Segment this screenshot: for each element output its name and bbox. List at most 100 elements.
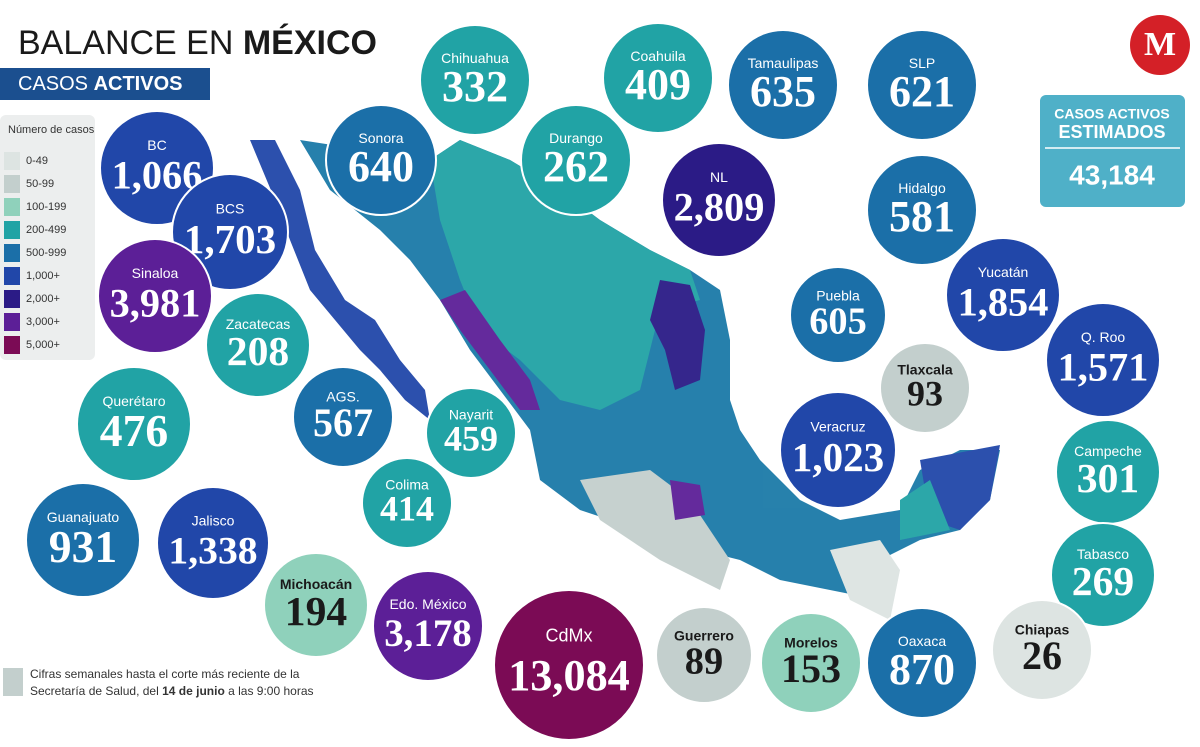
legend-swatch — [4, 290, 20, 308]
state-bubble — [727, 29, 839, 141]
state-bubble — [991, 599, 1093, 701]
state-bubble — [25, 482, 141, 598]
legend-label: 0-49 — [26, 155, 48, 167]
state-name: Hidalgo — [898, 180, 946, 196]
footnote-date: 14 de junio — [162, 684, 225, 698]
state-bubble — [866, 154, 978, 266]
footnote-line2: Secretaría de Salud, del 14 de junio a l… — [30, 684, 314, 698]
state-value: 581 — [889, 192, 955, 241]
legend-label: 100-199 — [26, 201, 66, 213]
nuevo-leon — [650, 280, 705, 390]
state-bubble — [263, 552, 369, 658]
state-value: 414 — [380, 488, 434, 528]
campeche-region — [900, 480, 950, 540]
state-name: Zacatecas — [226, 316, 291, 332]
state-bubble — [661, 142, 777, 258]
state-name: Colima — [385, 477, 429, 493]
state-name: SLP — [909, 55, 935, 71]
state-bubble — [655, 606, 753, 704]
state-value: 1,023 — [792, 434, 884, 480]
baja-peninsula — [250, 140, 430, 420]
state-bubble — [156, 486, 270, 600]
state-bubble — [419, 24, 531, 136]
state-bubble — [879, 342, 971, 434]
state-bubble — [325, 104, 437, 216]
state-bubble — [97, 238, 213, 354]
state-name: BC — [147, 137, 166, 153]
legend-label: 5,000+ — [26, 339, 60, 351]
state-value: 605 — [809, 300, 867, 342]
state-value: 89 — [685, 640, 723, 682]
state-name: Tamaulipas — [748, 55, 819, 71]
state-name: Guanajuato — [47, 509, 120, 525]
footnote-line1: Cifras semanales hasta el corte más reci… — [30, 667, 300, 681]
state-bubble — [779, 391, 897, 509]
state-value: 931 — [49, 521, 117, 572]
legend-swatch — [4, 336, 20, 354]
state-value: 1,854 — [958, 280, 1049, 325]
state-value: 567 — [313, 400, 373, 445]
chiapas-region — [830, 540, 900, 620]
state-bubble — [866, 607, 978, 719]
state-name: Q. Roo — [1081, 329, 1126, 345]
legend-swatch — [4, 267, 20, 285]
legend-label: 3,000+ — [26, 316, 60, 328]
central-region — [580, 470, 730, 590]
state-bubble — [602, 22, 714, 134]
state-value: 3,178 — [384, 612, 472, 655]
state-name: Tabasco — [1077, 546, 1129, 562]
legend-swatch — [4, 221, 20, 239]
state-name: Jalisco — [192, 512, 235, 528]
state-name: Edo. México — [389, 596, 466, 612]
total-line1: CASOS ACTIVOS — [1054, 106, 1169, 122]
state-bubble — [945, 237, 1061, 353]
state-value: 621 — [889, 67, 955, 116]
state-value: 1,338 — [168, 528, 257, 572]
legend-box — [0, 115, 95, 360]
state-value: 262 — [543, 142, 609, 191]
state-name: Chiapas — [1015, 622, 1070, 638]
state-bubble — [1045, 302, 1161, 418]
state-bubble — [361, 457, 453, 549]
state-name: Nayarit — [449, 407, 493, 423]
total-value: 43,184 — [1069, 159, 1155, 190]
legend: 0-49 50-99 100-199 200-499 500-999 1,000+ 2,00… — [4, 152, 66, 354]
footnote-marker — [3, 668, 23, 696]
logo — [1130, 15, 1190, 75]
state-name: Morelos — [784, 635, 838, 651]
state-value: 635 — [750, 67, 816, 116]
state-name: Chihuahua — [441, 50, 509, 66]
state-value: 2,809 — [674, 185, 765, 230]
legend-label: 2,000+ — [26, 293, 60, 305]
logo-letter: M — [1144, 26, 1176, 63]
state-value: 476 — [100, 405, 168, 456]
state-bubble — [520, 104, 632, 216]
subtitle-light: CASOS — [18, 73, 94, 95]
legend-label: 500-999 — [26, 247, 66, 259]
legend-swatch — [4, 244, 20, 262]
state-value: 13,084 — [508, 651, 630, 700]
subtitle: CASOS ACTIVOS — [18, 73, 182, 95]
state-bubble — [372, 570, 484, 682]
state-bubble — [76, 366, 192, 482]
sinaloa — [440, 290, 540, 410]
state-value: 1,066 — [112, 153, 203, 198]
state-bubble — [205, 292, 311, 398]
state-name: Sonora — [358, 130, 403, 146]
state-name: Michoacán — [280, 576, 352, 592]
map — [250, 140, 1000, 620]
footnote-b: a las 9:00 horas — [225, 684, 314, 698]
state-bubble — [789, 266, 887, 364]
legend-label: 200-499 — [26, 224, 66, 236]
legend-swatch — [4, 175, 20, 193]
state-bubble — [1050, 522, 1156, 628]
state-name: CdMx — [545, 625, 592, 645]
total-box — [1040, 95, 1185, 207]
cdmx-region — [670, 480, 705, 520]
state-bubble — [760, 612, 862, 714]
state-value: 1,703 — [184, 216, 276, 262]
total-line2: ESTIMADOS — [1058, 122, 1165, 142]
state-name: Sinaloa — [132, 265, 179, 281]
